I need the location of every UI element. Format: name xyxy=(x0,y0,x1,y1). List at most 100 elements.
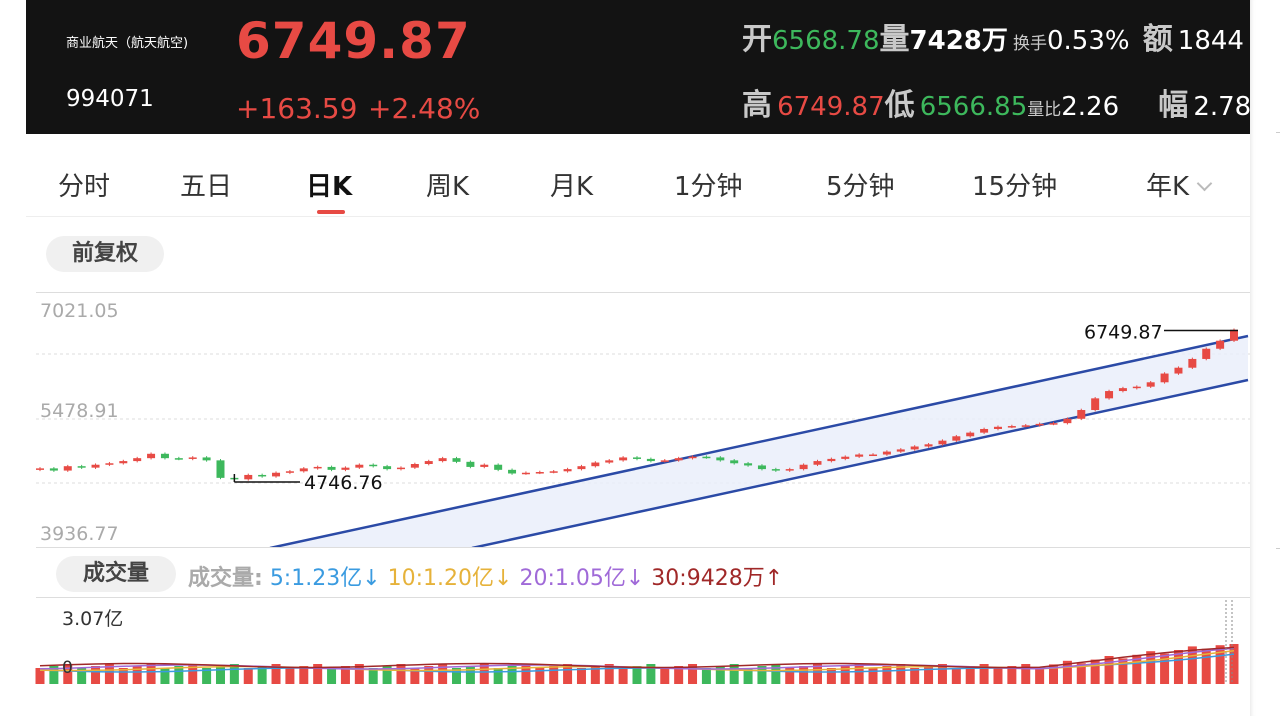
tab-1min[interactable]: 1分钟 xyxy=(674,172,743,202)
candle-body xyxy=(383,466,392,470)
volume-bar xyxy=(799,666,809,684)
volume-bar xyxy=(535,668,545,684)
candle-body xyxy=(369,464,378,467)
volume-bar xyxy=(1215,645,1225,684)
tab-yearly-k-label: 年K xyxy=(1146,172,1190,202)
volume-bar xyxy=(715,666,725,684)
volume-bar xyxy=(202,668,212,684)
candle-body xyxy=(147,453,156,459)
candle-body xyxy=(924,444,933,447)
active-tab-indicator xyxy=(317,210,345,214)
volume-bar xyxy=(396,664,406,684)
candle-body xyxy=(1035,423,1044,426)
candle-body xyxy=(1063,418,1072,424)
volume-bar xyxy=(285,668,295,684)
candle-body xyxy=(341,467,350,470)
volume-bar xyxy=(63,664,73,684)
volume-bar xyxy=(1007,666,1017,684)
volume-indicator-button[interactable]: 成交量 xyxy=(56,556,176,592)
candle-body xyxy=(1202,348,1211,359)
volume-bar xyxy=(91,666,101,684)
volume-bar xyxy=(563,664,573,684)
volume-max-label: 3.07亿 xyxy=(62,608,124,630)
volume-bar xyxy=(1132,654,1142,684)
candle-body xyxy=(577,466,586,470)
volume-bar xyxy=(340,666,350,684)
candle-body xyxy=(1007,426,1016,428)
candle-body xyxy=(744,463,753,466)
candle-body xyxy=(285,471,294,473)
tab-five-day[interactable]: 五日 xyxy=(180,172,233,202)
chart-bottom-border xyxy=(36,547,1250,548)
price-change: +163.59 xyxy=(236,92,358,125)
amplitude-value: 2.78% xyxy=(1193,92,1250,122)
volume-label: 量 xyxy=(879,22,910,57)
volume-bar xyxy=(660,668,670,684)
candle-body xyxy=(563,469,572,472)
volume-bar xyxy=(132,666,142,684)
volume-value: 7428万 xyxy=(909,26,1008,56)
candle-body xyxy=(438,458,447,462)
volume-bar xyxy=(618,668,628,684)
amount-label: 额 xyxy=(1142,22,1173,57)
volume-bar xyxy=(868,668,878,684)
volume-bar xyxy=(49,666,59,684)
candle-body xyxy=(1216,340,1225,349)
volume-bar xyxy=(77,668,87,684)
kline-chart[interactable]: 6749.87 4746.76 xyxy=(26,292,1250,548)
adjust-mode-button[interactable]: 前复权 xyxy=(46,236,164,272)
tab-monthly-k[interactable]: 月K xyxy=(550,172,594,202)
candle-body xyxy=(855,454,864,457)
volume-bar xyxy=(452,668,462,684)
index-code: 994071 xyxy=(66,86,154,112)
candle-body xyxy=(188,457,197,459)
volume-chart[interactable] xyxy=(26,598,1250,688)
volume-ma20: 20:1.05亿↓ xyxy=(519,566,645,591)
candle-body xyxy=(730,460,739,464)
amount-value: 1844 xyxy=(1177,26,1244,56)
volume-bar xyxy=(757,666,767,684)
tab-yearly-k[interactable]: 年K xyxy=(1146,166,1213,203)
chevron-down-icon xyxy=(1196,175,1213,192)
quote-row-2: 高 6749.87低 6566.85量比2.26 幅 2.78% xyxy=(742,80,1250,123)
y-tick-bottom: 3936.77 xyxy=(40,523,119,545)
tab-intraday[interactable]: 分时 xyxy=(58,172,111,202)
candle-body xyxy=(410,464,419,468)
volume-bar xyxy=(257,666,267,684)
volume-bar xyxy=(743,668,753,684)
candle-body xyxy=(993,426,1002,429)
candle-body xyxy=(202,457,211,461)
volume-bar xyxy=(688,664,698,684)
volume-bar xyxy=(979,664,989,684)
candle-body xyxy=(869,454,878,457)
volume-bar xyxy=(854,664,864,684)
volume-bar xyxy=(785,668,795,684)
candle-body xyxy=(827,458,836,462)
candle-body xyxy=(1021,425,1030,427)
tab-15min[interactable]: 15分钟 xyxy=(972,172,1058,202)
candle-body xyxy=(841,456,850,459)
volume-bar xyxy=(840,666,850,684)
volume-bar xyxy=(1090,659,1100,684)
volume-bar xyxy=(1173,650,1183,684)
candle-body xyxy=(36,468,44,470)
tab-daily-k[interactable]: 日K xyxy=(306,172,353,202)
candle-body xyxy=(716,457,725,461)
candle-body xyxy=(258,474,267,477)
side-margin xyxy=(1250,0,1280,716)
tab-5min[interactable]: 5分钟 xyxy=(826,172,895,202)
volume-bar xyxy=(1146,651,1156,684)
candle-body xyxy=(966,432,975,437)
volume-bar xyxy=(1118,658,1128,684)
y-tick-mid: 5478.91 xyxy=(40,400,119,422)
volume-bar xyxy=(146,664,156,684)
volume-bar xyxy=(215,666,225,684)
candle-body xyxy=(119,461,128,464)
volume-bar xyxy=(327,668,337,684)
amplitude-label: 幅 xyxy=(1158,88,1189,123)
candle-body xyxy=(313,466,322,469)
trend-channel-lower xyxy=(471,378,1249,548)
tab-weekly-k[interactable]: 周K xyxy=(426,172,470,202)
candle-body xyxy=(1049,423,1058,425)
volume-bar xyxy=(771,664,781,684)
